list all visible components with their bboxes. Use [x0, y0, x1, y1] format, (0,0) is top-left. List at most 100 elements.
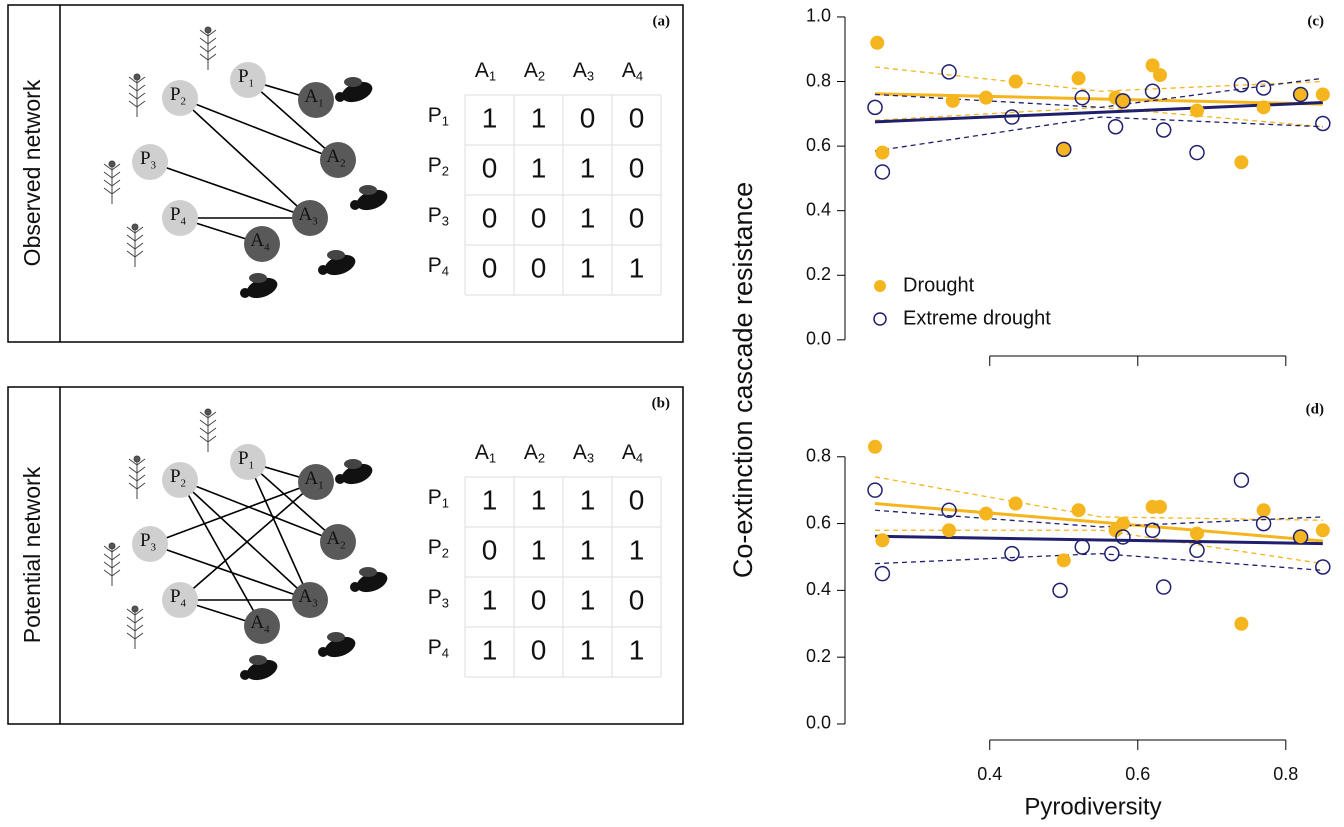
- matrix-cell: 1: [482, 102, 498, 133]
- node-label-subscript: 1: [249, 459, 255, 471]
- insect-body: [324, 254, 356, 276]
- plant-branch: [199, 435, 209, 443]
- network-node: [320, 524, 356, 560]
- matrix-column-label-subscript: 4: [636, 451, 643, 466]
- plant-flower: [204, 408, 212, 416]
- insect-icon: [318, 632, 356, 658]
- plant-branch: [111, 553, 121, 561]
- insect-head: [240, 670, 250, 680]
- plant-branch: [199, 53, 209, 61]
- y-tick-label: 0.2: [806, 646, 831, 666]
- data-point: [1107, 118, 1124, 135]
- network-edge: [179, 97, 311, 219]
- plant-branch: [134, 242, 144, 250]
- matrix-column-label-subscript: 3: [587, 69, 594, 84]
- plant-branch: [103, 179, 113, 187]
- legend-marker: [874, 280, 886, 292]
- plant-branch: [134, 250, 144, 258]
- matrix-row-label-letter: P: [428, 204, 442, 227]
- network-node: [162, 462, 198, 498]
- node-label-subscript: 4: [181, 597, 187, 609]
- y-tick-label: 1.0: [806, 6, 831, 26]
- matrix-column-label-letter: A: [475, 441, 489, 464]
- node-label: A2: [326, 528, 345, 551]
- matrix-row-label-letter: P: [428, 486, 442, 509]
- data-point: [941, 502, 957, 518]
- y-tick-label: 0.0: [806, 329, 831, 349]
- matrix-cell: 1: [580, 202, 596, 233]
- node-label: A3: [298, 586, 318, 609]
- plant-branch: [207, 45, 217, 53]
- insect-wing: [344, 77, 362, 87]
- data-point: [1071, 71, 1086, 86]
- matrix-column-label-letter: A: [622, 441, 636, 464]
- plant-icon: [128, 455, 146, 499]
- confidence-band: [874, 509, 1323, 528]
- plant-branch: [134, 632, 144, 640]
- plant-branch: [103, 545, 113, 553]
- matrix-row-label-letter: P: [428, 586, 442, 609]
- matrix-cell: 1: [629, 634, 645, 665]
- network-node: [298, 82, 334, 118]
- data-point: [875, 145, 890, 160]
- matrix-column-label-letter: A: [524, 441, 538, 464]
- network-edge: [149, 543, 311, 601]
- plant-branch: [136, 466, 146, 474]
- matrix-row-label-subscript: 3: [442, 214, 449, 229]
- matrix-cell: 0: [482, 152, 498, 183]
- node-label-letter: P: [140, 148, 151, 169]
- plant-branch: [199, 45, 209, 53]
- matrix-column-label: A3: [573, 59, 594, 84]
- data-point: [1233, 472, 1250, 488]
- matrix-row-label-subscript: 2: [442, 164, 449, 179]
- confidence-band: [874, 552, 1323, 571]
- node-label-letter: A: [304, 468, 318, 489]
- side-label: Observed network: [19, 79, 45, 266]
- plant-icon: [199, 26, 217, 70]
- plant-branch: [111, 545, 121, 553]
- y-tick-label: 0.4: [806, 579, 831, 599]
- plant-branch: [126, 624, 136, 632]
- matrix-column-label-letter: A: [573, 441, 587, 464]
- y-tick-label: 0.6: [806, 135, 831, 155]
- data-point: [1074, 89, 1091, 106]
- plant-branch: [128, 92, 138, 100]
- legend-label: Extreme drought: [903, 307, 1051, 329]
- data-point: [874, 565, 891, 582]
- insect-head: [335, 474, 345, 484]
- node-label-letter: A: [304, 86, 318, 107]
- data-point: [1152, 68, 1167, 83]
- plant-icon: [103, 160, 121, 204]
- data-point: [1255, 515, 1272, 532]
- network-edge: [247, 79, 339, 161]
- matrix-row-label: P1: [428, 104, 449, 129]
- node-label-letter: P: [170, 204, 181, 225]
- network-edge: [247, 461, 311, 601]
- plant-branch: [134, 234, 144, 242]
- insect-wing: [359, 185, 377, 195]
- insect-wing: [249, 273, 267, 283]
- insect-icon: [350, 567, 388, 593]
- insect-body: [341, 81, 373, 103]
- matrix-row-label-subscript: 1: [442, 496, 449, 511]
- matrix-row-label-subscript: 4: [442, 264, 449, 279]
- network-edge: [149, 161, 311, 219]
- confidence-band: [874, 116, 1323, 152]
- plant-branch: [136, 458, 146, 466]
- insect-body: [356, 571, 388, 593]
- matrix-row-label: P1: [428, 486, 449, 511]
- data-point: [1056, 553, 1071, 568]
- plant-branch: [199, 29, 209, 37]
- plant-branch: [126, 632, 136, 640]
- data-point: [942, 523, 957, 538]
- insect-wing: [249, 655, 267, 665]
- matrix-column-label-letter: A: [524, 59, 538, 82]
- panel-label: (d): [1306, 401, 1324, 417]
- data-point: [1256, 503, 1271, 518]
- panel-frame: [7, 4, 684, 343]
- data-point: [1292, 529, 1309, 545]
- data-point: [1233, 77, 1250, 93]
- insect-head: [240, 288, 250, 298]
- matrix-column-label-subscript: 1: [489, 69, 496, 84]
- network-node: [132, 144, 168, 180]
